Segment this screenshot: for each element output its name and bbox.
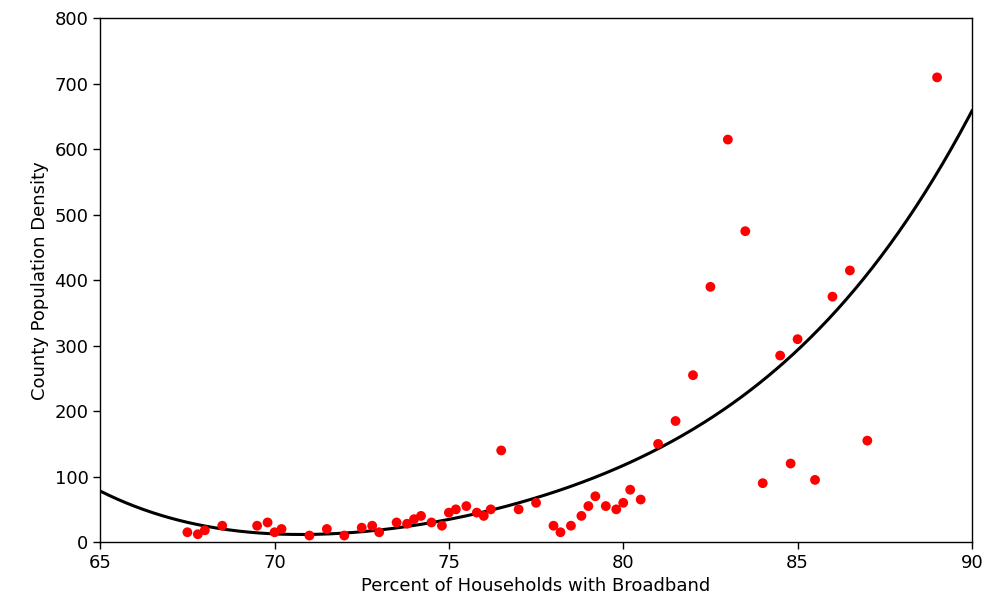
Point [598,501,614,511]
Point [545,521,561,530]
Point [179,527,195,537]
Point [632,495,648,505]
Point [469,508,485,517]
Point [458,501,474,511]
Point [260,517,276,527]
Point [399,519,415,529]
Point [406,514,422,524]
Point [783,458,799,468]
Point [371,527,387,537]
Point [825,292,841,302]
Point [650,439,666,449]
Point [267,527,283,537]
Point [354,523,370,533]
Point [483,505,499,514]
Point [552,527,568,537]
Point [807,475,823,485]
Point [189,529,205,539]
Point [608,505,624,514]
Point [719,135,735,145]
Point [842,265,858,275]
Point [214,521,230,530]
Point [448,505,464,514]
Point [441,508,457,517]
Point [755,478,771,488]
Point [573,511,589,521]
Point [476,511,492,521]
Point [424,517,440,527]
Point [302,530,318,540]
X-axis label: Percent of Households with Broadband: Percent of Households with Broadband [362,577,710,596]
Point [413,511,429,521]
Point [249,521,266,530]
Point [528,498,544,508]
Point [773,351,789,360]
Point [493,445,509,455]
Point [587,492,603,501]
Y-axis label: County Population Density: County Population Density [31,161,49,400]
Point [580,501,596,511]
Point [196,525,212,535]
Point [337,530,353,540]
Point [319,524,335,534]
Point [929,73,945,83]
Point [274,524,290,534]
Point [622,485,638,495]
Point [389,517,405,527]
Point [737,226,754,236]
Point [615,498,631,508]
Point [563,521,579,530]
Point [860,436,876,445]
Point [685,370,701,380]
Point [364,521,380,530]
Point [434,521,450,530]
Point [702,282,718,292]
Point [667,416,683,426]
Point [790,334,806,344]
Point [511,505,527,514]
